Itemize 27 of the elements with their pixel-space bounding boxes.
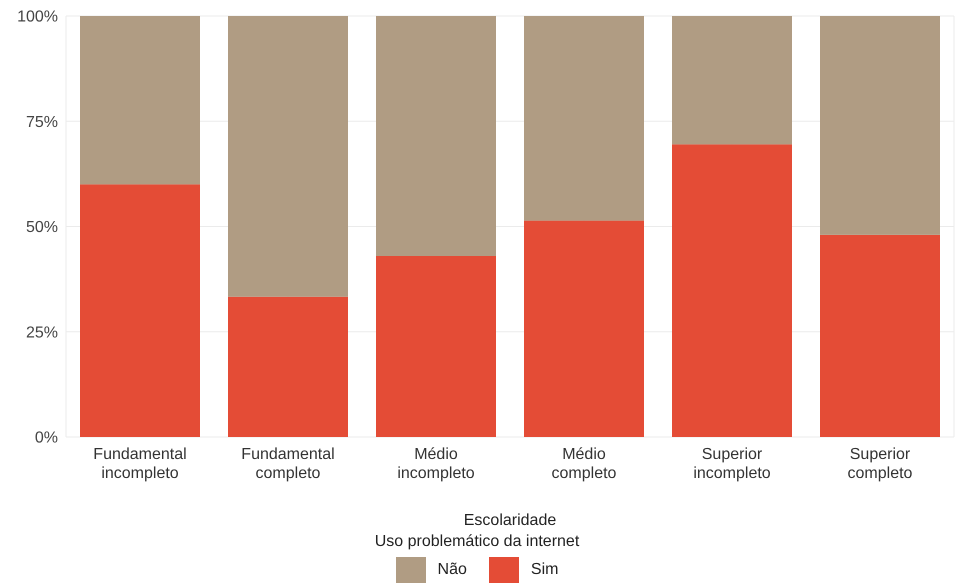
bar [820,234,940,437]
x-tick-label: Médio completo [552,446,617,482]
bar [672,144,792,437]
y-tick-label: 100% [17,8,58,26]
bar [524,16,644,221]
bar [672,16,792,144]
legend-label: Sim [530,560,558,580]
bar [376,256,496,437]
legend-label: Não [436,560,467,580]
x-tick-label: Fundamental completo [241,446,335,482]
x-tick-label: Médio incompleto [397,446,475,482]
x-tick-label: Superior incompleto [693,446,771,482]
bar [820,16,940,235]
x-tick-label: Fundamental incompleto [93,446,187,482]
legend-title: Uso problemático da internet [374,533,580,551]
y-tick-label: 0% [34,430,58,447]
y-tick-label: 75% [26,114,58,131]
y-tick-label: 25% [26,324,58,342]
y-tick-label: 50% [26,219,58,236]
bar [228,16,348,297]
x-tick-label: Superior completo [848,446,913,482]
bar [80,16,200,184]
x-axis-title: Escolaridade [464,512,556,529]
bar [524,220,644,437]
bar [228,296,348,437]
bar [376,16,496,256]
bar [80,184,200,437]
